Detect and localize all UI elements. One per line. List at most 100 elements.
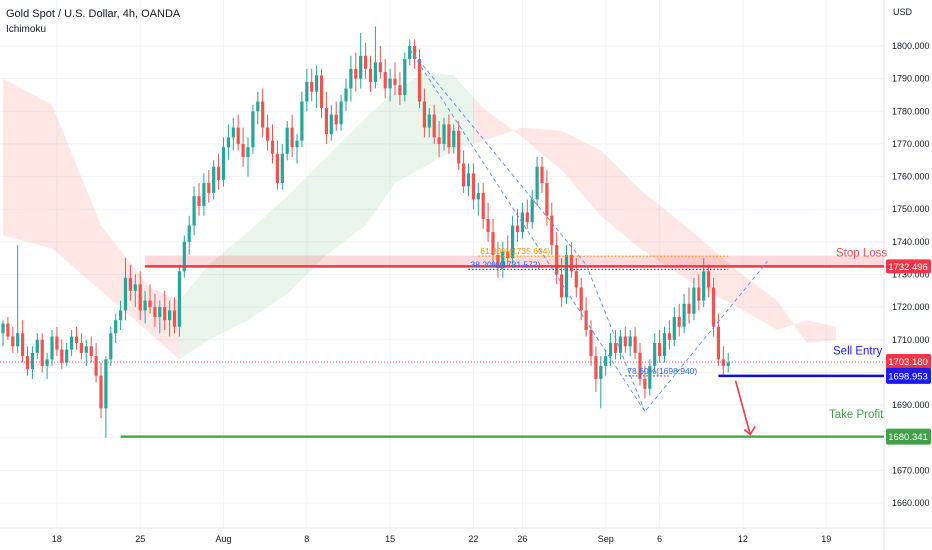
- candle-body: [270, 140, 275, 154]
- cloud-segment: [767, 293, 773, 328]
- candle-body: [388, 78, 392, 89]
- candlestick-series: [1, 26, 730, 438]
- x-tick-label: 12: [738, 534, 748, 544]
- cloud-segment: [591, 145, 596, 211]
- ichimoku-cloud: [3, 72, 836, 360]
- candle-body: [16, 333, 20, 347]
- cloud-segment: [747, 278, 753, 316]
- cloud-segment: [571, 135, 577, 188]
- candle-body: [560, 274, 564, 298]
- sell-entry-annotation: Sell Entry: [833, 345, 882, 357]
- candle-body: [40, 339, 44, 366]
- candle-body: [285, 127, 289, 154]
- cloud-segment: [233, 240, 239, 328]
- cloud-segment: [654, 201, 660, 262]
- candle-body: [618, 336, 622, 353]
- candle-body: [266, 127, 270, 141]
- cloud-segment: [331, 147, 337, 252]
- cloud-segment: [502, 122, 508, 135]
- cloud-segment: [409, 78, 415, 175]
- cloud-segment: [713, 250, 719, 297]
- candle-body: [643, 378, 647, 389]
- candle-body: [217, 166, 221, 180]
- candle-body: [658, 343, 662, 357]
- candle-body: [628, 336, 632, 347]
- cloud-segment: [130, 262, 136, 321]
- candle-body: [442, 124, 446, 144]
- cloud-segment: [493, 115, 498, 138]
- candle-body: [594, 356, 598, 379]
- candle-body: [11, 336, 15, 347]
- candle-body: [633, 336, 637, 353]
- chart-title: Gold Spot / U.S. Dollar, 4h, OANDA: [6, 8, 181, 20]
- candle-body: [280, 153, 284, 184]
- cloud-segment: [395, 88, 400, 184]
- cloud-segment: [110, 237, 116, 304]
- cloud-segment: [3, 78, 8, 237]
- candle-body: [128, 277, 132, 291]
- candle-body: [349, 68, 353, 89]
- candle-body: [329, 114, 333, 135]
- cloud-segment: [243, 232, 248, 323]
- candle-body: [212, 166, 216, 193]
- cloud-segment: [341, 137, 346, 244]
- cloud-segment: [218, 252, 224, 335]
- cloud-segment: [159, 291, 165, 347]
- candle-body: [1, 323, 5, 334]
- candle-body: [158, 307, 162, 317]
- cloud-segment: [370, 109, 376, 219]
- candle-body: [653, 343, 657, 366]
- fib-retrace-line: [409, 48, 587, 265]
- candle-body: [133, 284, 137, 291]
- x-tick-label: 26: [517, 534, 527, 544]
- time-axis[interactable]: 18 25 Aug 8 15 22 26 Sep 6 12 19: [52, 534, 831, 544]
- cloud-segment: [336, 142, 342, 248]
- cloud-segment: [350, 127, 356, 237]
- y-tick-label: 1670.000: [892, 465, 930, 475]
- candle-body: [290, 127, 294, 148]
- cloud-segment: [556, 130, 562, 171]
- cloud-segment: [360, 117, 366, 230]
- y-tick-label: 1760.000: [892, 172, 930, 182]
- candle-body: [486, 219, 490, 233]
- cloud-segment: [640, 189, 645, 252]
- take-profit-price-tag-bg: [886, 428, 931, 445]
- candle-body: [491, 232, 495, 255]
- candle-body: [667, 333, 671, 340]
- candle-body: [226, 137, 230, 148]
- cloud-segment: [385, 96, 391, 198]
- cloud-segment: [586, 143, 591, 205]
- candle-body: [716, 326, 720, 360]
- cloud-segment: [483, 108, 489, 141]
- cloud-segment: [135, 268, 141, 325]
- cloud-segment: [61, 128, 67, 262]
- cloud-segment: [22, 89, 28, 242]
- cloud-segment: [468, 91, 474, 146]
- cloud-segment: [630, 179, 636, 245]
- cloud-segment: [189, 282, 195, 353]
- cloud-segment: [252, 223, 258, 317]
- candle-body: [707, 271, 711, 288]
- candle-body: [177, 271, 181, 327]
- cloud-segment: [301, 176, 307, 280]
- fibonacci-levels: 38.20%(1731.572) 61.80%(1735.604) 78.60%(1…: [409, 48, 768, 413]
- y-tick-label: 1720.000: [892, 302, 930, 312]
- candle-body: [74, 336, 79, 344]
- candle-body: [530, 199, 534, 223]
- cloud-segment: [238, 236, 244, 326]
- cloud-segment: [311, 166, 317, 270]
- cloud-segment: [605, 155, 611, 224]
- cloud-segment: [277, 200, 283, 301]
- candle-body: [246, 147, 250, 157]
- cloud-segment: [796, 321, 802, 336]
- indicator-label[interactable]: Ichimoku: [6, 24, 47, 35]
- candle-body: [315, 75, 319, 92]
- candle-body: [496, 254, 500, 268]
- candle-body: [60, 349, 64, 363]
- cloud-segment: [517, 127, 523, 138]
- candle-body: [143, 300, 147, 311]
- candle-body: [623, 336, 627, 347]
- y-tick-label: 1730.000: [892, 270, 930, 280]
